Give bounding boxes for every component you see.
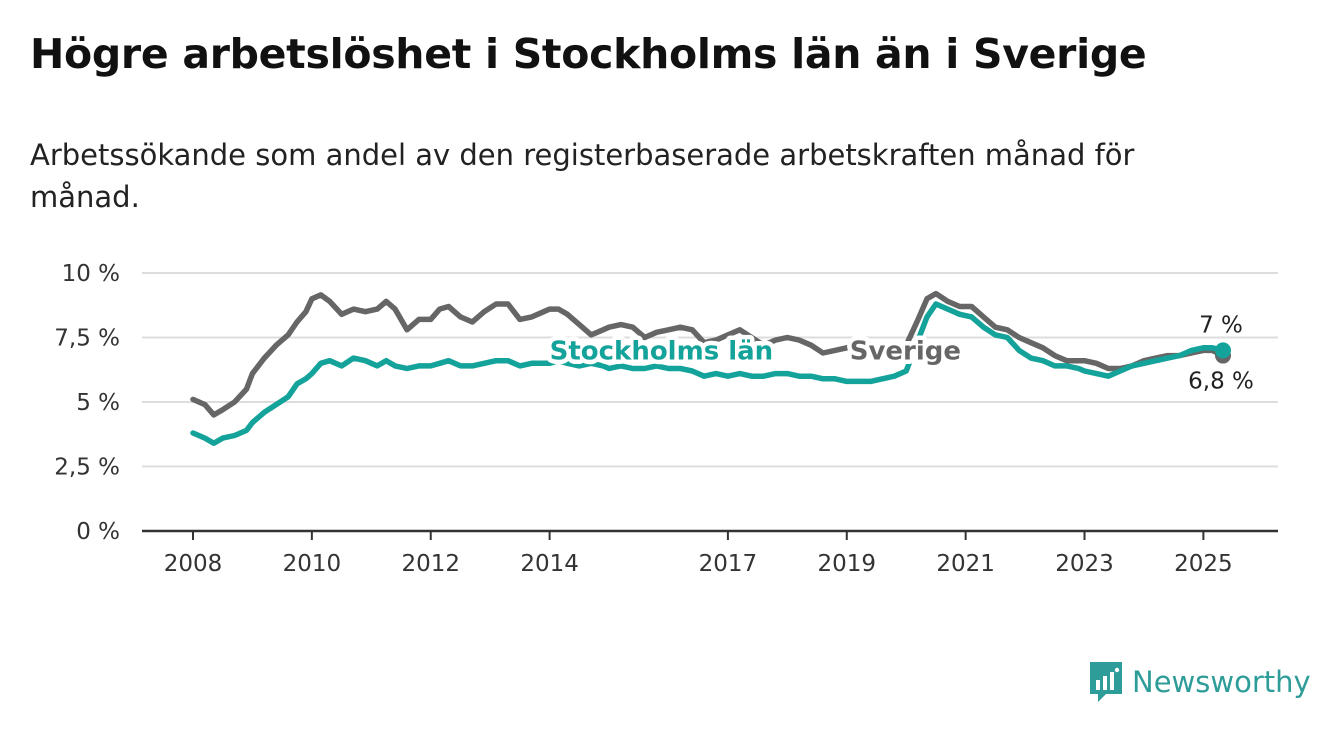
x-tick-label: 2025 [1174, 551, 1233, 577]
y-tick-label: 5 % [76, 390, 120, 416]
x-tick-label: 2017 [699, 551, 758, 577]
series-line-stockholms-l-n [190, 301, 1226, 447]
chart-subtitle: Arbetssökande som andel av den registerb… [30, 138, 1135, 214]
series-labels: 6,8 % 7 % Stockholms län Sverige [545, 312, 1254, 395]
chart-title: Högre arbetslöshet i Stockholms län än i… [30, 30, 1147, 78]
end-point-stockholms-l-n [1215, 342, 1231, 359]
x-tick-label: 2014 [520, 551, 579, 577]
end-label-stockholms-l-n: 7 % [1199, 312, 1243, 338]
y-tick-label: 2,5 % [54, 455, 120, 481]
y-tick-label: 0 % [76, 519, 120, 545]
x-tick-label: 2021 [936, 551, 995, 577]
x-tick-label: 2008 [164, 551, 223, 577]
y-tick-label: 10 % [62, 261, 120, 287]
series-line-sverige [190, 290, 1226, 418]
newsworthy-logo-icon [1090, 662, 1122, 702]
end-label-sverige: 6,8 % [1188, 369, 1254, 395]
x-tick-label: 2010 [283, 551, 342, 577]
x-tick-label: 2019 [818, 551, 877, 577]
series-label-stockholms-l-n: Stockholms län [550, 336, 774, 366]
x-tick-label: 2023 [1055, 551, 1114, 577]
series-lines [190, 290, 1231, 447]
y-tick-label: 7,5 % [54, 326, 120, 352]
axes: 0 % 2,5 % 5 % 7,5 % 10 % 2008 2010 2012 2014 2017… [54, 261, 1278, 577]
gridlines [142, 272, 1278, 468]
series-label-sverige: Sverige [850, 336, 961, 366]
x-tick-label: 2012 [401, 551, 460, 577]
brand-name: Newsworthy [1132, 665, 1311, 699]
newsworthy-logo: Newsworthy [1088, 660, 1311, 704]
